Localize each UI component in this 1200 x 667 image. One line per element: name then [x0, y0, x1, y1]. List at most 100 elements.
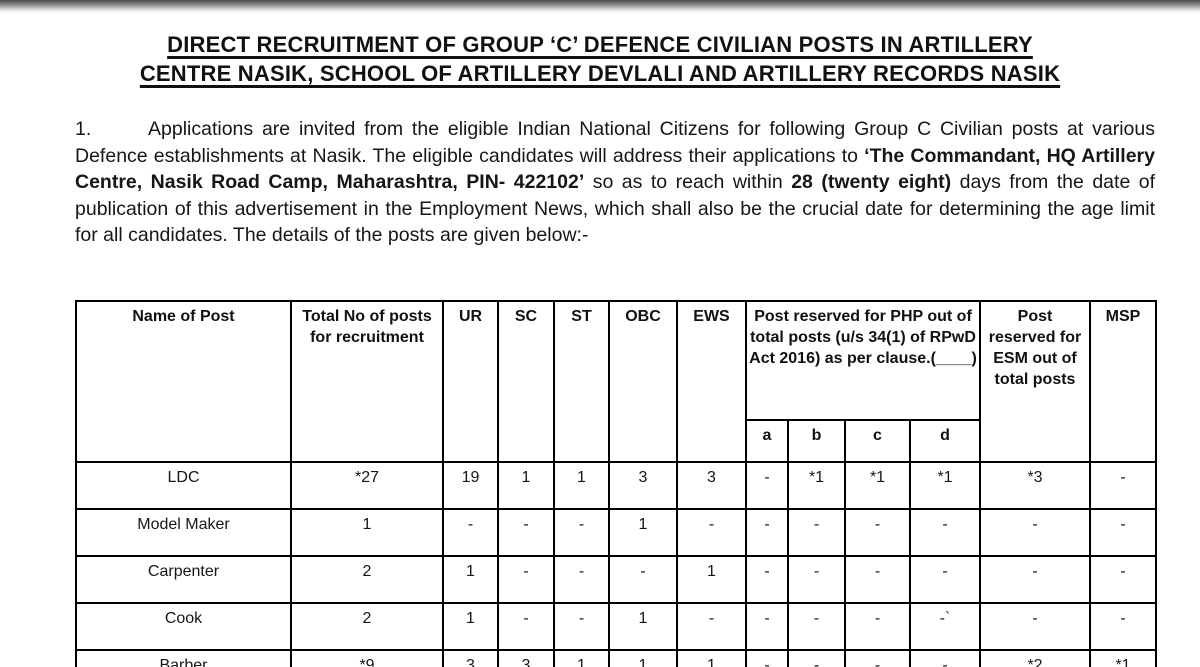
- value-cell: -`: [909, 602, 981, 651]
- table-body: LDC *27 19 1 1 3 3- *1 *1 *1 *3- Model Maker 1- - -1- -…: [75, 461, 1157, 667]
- header-php-group: Post reserved for PHP out of total posts…: [745, 300, 981, 421]
- value-cell: -: [745, 602, 789, 651]
- value-cell: 1: [442, 602, 499, 651]
- value-cell: -: [979, 602, 1091, 651]
- value-cell: *9: [290, 649, 444, 667]
- header-row-main: Name of Post Total No of posts for recru…: [75, 300, 1157, 463]
- header-php-d: d: [909, 419, 981, 463]
- value-cell: -: [844, 555, 911, 604]
- value-cell: 1: [608, 508, 678, 557]
- value-cell: -: [979, 508, 1091, 557]
- paragraph-text: days from the date of publication of thi…: [75, 171, 1156, 246]
- value-cell: 3: [676, 461, 747, 510]
- value-cell: -: [553, 508, 610, 557]
- page-title-line1: DIRECT RECRUITMENT OF GROUP ‘C’ DEFENCE …: [167, 32, 1033, 57]
- value-cell: 1: [553, 649, 610, 667]
- table-row: Model Maker 1- - -1- - - - - - -: [75, 508, 1157, 557]
- page-top-shadow: [0, 0, 1200, 14]
- header-name-of-post: Name of Post: [75, 300, 292, 463]
- paragraph-text: Applications are invited from the eligib…: [75, 118, 1155, 167]
- value-cell: 3: [442, 649, 499, 667]
- post-name-cell: Model Maker: [75, 508, 292, 557]
- value-cell: -: [1089, 555, 1157, 604]
- value-cell: -: [844, 649, 911, 667]
- header-ews: EWS: [676, 300, 747, 463]
- header-row-sub: a b c d: [76, 419, 1156, 463]
- value-cell: -: [909, 508, 981, 557]
- value-cell: -: [1089, 602, 1157, 651]
- value-cell: -: [553, 602, 610, 651]
- post-name-cell: LDC: [75, 461, 292, 510]
- value-cell: -: [787, 555, 846, 604]
- paragraph-bold-text: ‘The Commandant, HQ Artillery Centre, Na…: [75, 144, 1155, 194]
- value-cell: -: [497, 508, 555, 557]
- value-cell: 1: [290, 508, 444, 557]
- page-title-line2: CENTRE NASIK, SCHOOL OF ARTILLERY DEVLAL…: [139, 61, 1061, 86]
- value-cell: -: [745, 508, 789, 557]
- paragraph-bold-text: 28 (twenty eight): [791, 171, 952, 193]
- header-sc: SC: [497, 300, 555, 463]
- value-cell: 1: [676, 555, 747, 604]
- value-cell: -: [745, 461, 789, 510]
- value-cell: -: [979, 555, 1091, 604]
- table-header: Name of Post Total No of posts for recru…: [75, 300, 1157, 463]
- header-st: ST: [553, 300, 610, 463]
- header-esm: Post reserved for ESM out of total posts: [979, 300, 1091, 463]
- paragraph-text: so as to reach within: [584, 171, 792, 193]
- page-title: DIRECT RECRUITMENT OF GROUP ‘C’ DEFENCE …: [0, 30, 1200, 88]
- value-cell: *3: [979, 461, 1091, 510]
- value-cell: -: [909, 649, 981, 667]
- value-cell: -: [553, 555, 610, 604]
- value-cell: 2: [290, 602, 444, 651]
- table-row: Carpenter 2 1- - -1- - - - - -: [75, 555, 1157, 604]
- recruitment-table: Name of Post Total No of posts for recru…: [75, 300, 1157, 667]
- table-row: Barber *9 3 3 1 1 1- - - - *2 *1: [75, 649, 1157, 667]
- value-cell: *2: [979, 649, 1091, 667]
- value-cell: -: [497, 555, 555, 604]
- table-row: Cook 2 1- -1- - - - -` - -: [75, 602, 1157, 651]
- value-cell: -: [1089, 461, 1157, 510]
- header-ur: UR: [442, 300, 499, 463]
- paragraph-number: 1.: [75, 118, 92, 140]
- header-total-posts: Total No of posts for recruitment: [290, 300, 444, 463]
- value-cell: *27: [290, 461, 444, 510]
- value-cell: 1: [676, 649, 747, 667]
- value-cell: 1: [608, 649, 678, 667]
- value-cell: -: [745, 649, 789, 667]
- value-cell: 1: [608, 602, 678, 651]
- value-cell: 1: [553, 461, 610, 510]
- post-name-cell: Carpenter: [75, 555, 292, 604]
- post-name-cell: Cook: [75, 602, 292, 651]
- value-cell: *1: [1089, 649, 1157, 667]
- value-cell: 19: [442, 461, 499, 510]
- header-php-a: a: [745, 419, 789, 463]
- intro-paragraph: 1. Applications are invited from the elig…: [75, 116, 1155, 249]
- post-name-cell: Barber: [75, 649, 292, 667]
- value-cell: 1: [442, 555, 499, 604]
- value-cell: -: [442, 508, 499, 557]
- value-cell: *1: [909, 461, 981, 510]
- value-cell: -: [787, 649, 846, 667]
- value-cell: -: [676, 602, 747, 651]
- header-php-c: c: [844, 419, 911, 463]
- value-cell: 3: [608, 461, 678, 510]
- value-cell: 3: [497, 649, 555, 667]
- value-cell: -: [787, 508, 846, 557]
- value-cell: -: [745, 555, 789, 604]
- value-cell: -: [909, 555, 981, 604]
- value-cell: 1: [497, 461, 555, 510]
- value-cell: -: [676, 508, 747, 557]
- header-php-b: b: [787, 419, 846, 463]
- value-cell: -: [1089, 508, 1157, 557]
- value-cell: -: [844, 602, 911, 651]
- value-cell: *1: [844, 461, 911, 510]
- header-obc: OBC: [608, 300, 678, 463]
- intro-paragraph-text: Applications are invited from the eligib…: [75, 118, 1155, 246]
- value-cell: -: [497, 602, 555, 651]
- value-cell: 2: [290, 555, 444, 604]
- value-cell: -: [844, 508, 911, 557]
- value-cell: *1: [787, 461, 846, 510]
- table-row: LDC *27 19 1 1 3 3- *1 *1 *1 *3-: [75, 461, 1157, 510]
- value-cell: -: [787, 602, 846, 651]
